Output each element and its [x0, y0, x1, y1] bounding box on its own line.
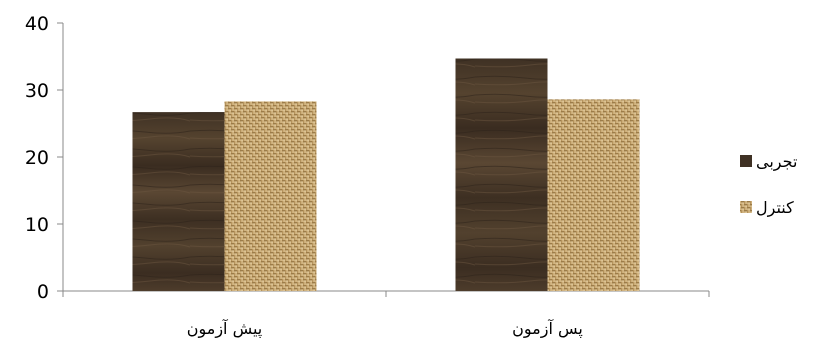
y-tick-label: 40 — [25, 13, 49, 35]
legend-label: کنترل — [756, 198, 794, 218]
y-tick-label: 0 — [37, 281, 49, 303]
bar-control — [547, 99, 640, 291]
bar-control — [224, 101, 317, 291]
legend-swatch-control — [740, 201, 752, 213]
x-category-label: پیش آزمون — [187, 319, 263, 339]
labels: 0 10 20 30 40 پیش آزمون پس آزمون — [25, 13, 583, 339]
bar-experimental-grain — [455, 58, 548, 292]
y-tick-label: 20 — [25, 147, 49, 169]
legend-swatch-experimental — [740, 155, 752, 167]
y-tick-label: 10 — [25, 214, 49, 236]
x-category-label: پس آزمون — [512, 319, 583, 339]
y-tick-label: 30 — [25, 80, 49, 102]
bar-experimental-grain — [132, 112, 225, 291]
legend: تجربی کنترل — [740, 152, 797, 218]
bars — [132, 58, 640, 292]
legend-label: تجربی — [756, 152, 797, 172]
